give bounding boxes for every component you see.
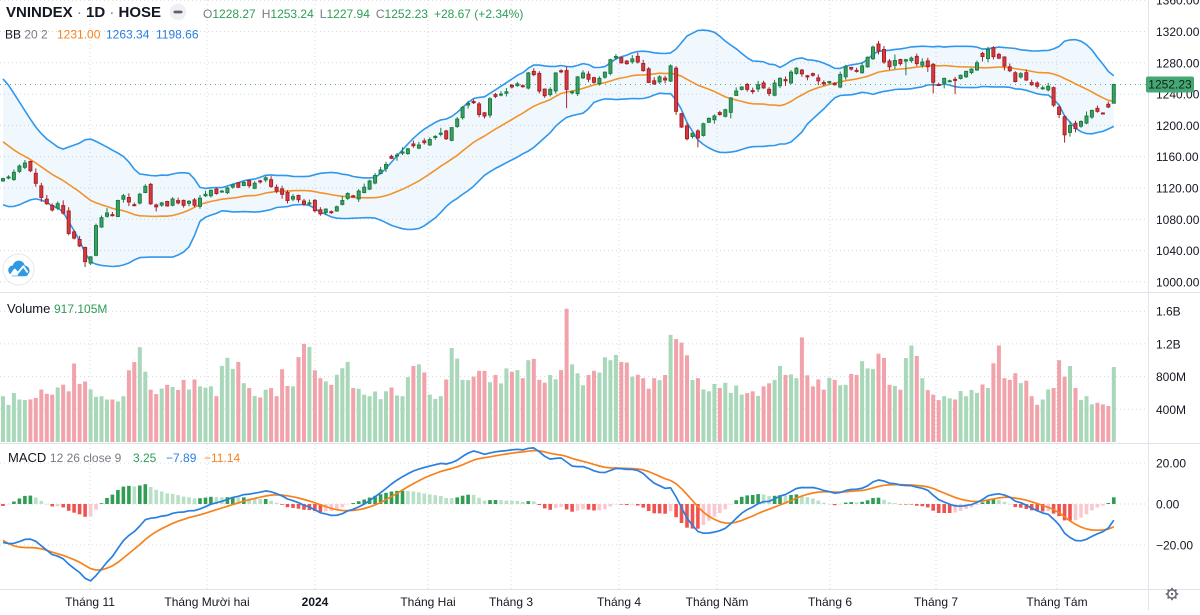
svg-text:O1228.27 H1253.24 L1227.94 C12: O1228.27 H1253.24 L1227.94 C1252.23 +28.… <box>203 7 523 21</box>
svg-text:1040.00: 1040.00 <box>1156 244 1200 258</box>
svg-text:Tháng 4: Tháng 4 <box>597 595 641 609</box>
svg-text:Tháng 11: Tháng 11 <box>65 595 115 609</box>
svg-text:1200.00: 1200.00 <box>1156 119 1200 133</box>
svg-text:VNINDEX · 1D · HOSE: VNINDEX · 1D · HOSE <box>6 4 161 21</box>
svg-text:1360.00: 1360.00 <box>1156 0 1200 8</box>
svg-text:1.6B: 1.6B <box>1156 305 1181 319</box>
svg-text:Tháng Mười hai: Tháng Mười hai <box>164 595 249 609</box>
svg-text:1.2B: 1.2B <box>1156 337 1181 351</box>
svg-text:Tháng Tám: Tháng Tám <box>1026 595 1087 609</box>
svg-text:Tháng 6: Tháng 6 <box>808 595 852 609</box>
svg-text:400M: 400M <box>1156 403 1186 417</box>
svg-text:Tháng Năm: Tháng Năm <box>686 595 749 609</box>
svg-text:1080.00: 1080.00 <box>1156 213 1200 227</box>
svg-text:1160.00: 1160.00 <box>1156 150 1199 164</box>
svg-text:1252.23: 1252.23 <box>1148 78 1192 92</box>
svg-text:Tháng 7: Tháng 7 <box>914 595 958 609</box>
svg-text:1000.00: 1000.00 <box>1156 275 1200 289</box>
svg-text:1280.00: 1280.00 <box>1156 56 1200 70</box>
svg-text:Tháng 3: Tháng 3 <box>489 595 533 609</box>
svg-text:20.00: 20.00 <box>1156 457 1186 471</box>
svg-text:Tháng Hai: Tháng Hai <box>400 595 455 609</box>
svg-text:−20.00: −20.00 <box>1156 539 1193 553</box>
svg-text:800M: 800M <box>1156 370 1186 384</box>
svg-text:2024: 2024 <box>302 595 329 609</box>
svg-text:1320.00: 1320.00 <box>1156 25 1200 39</box>
svg-text:0.00: 0.00 <box>1156 498 1180 512</box>
svg-text:Volume 917.105M: Volume 917.105M <box>7 301 107 316</box>
svg-text:1120.00: 1120.00 <box>1156 182 1199 196</box>
